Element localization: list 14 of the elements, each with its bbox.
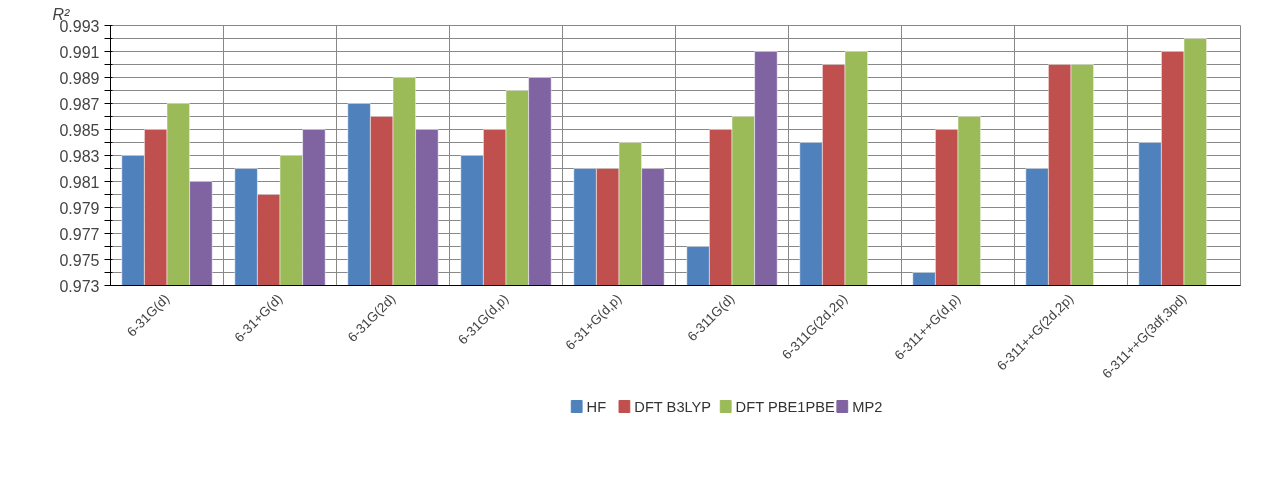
y-tick-label: 0.977 [59,225,100,243]
legend-label: HF [586,398,607,415]
y-tick-label: 0.979 [59,199,100,217]
legend-label: DFT PBE1PBE [735,398,835,415]
y-tick-label: 0.981 [59,173,100,191]
legend-label: MP2 [852,398,883,415]
y-tick-label: 0.991 [59,43,100,61]
y-tick-label: 0.985 [59,121,100,139]
y-tick-label: 0.987 [59,95,100,113]
y-tick-label: 0.973 [59,277,100,295]
legend-label: DFT B3LYP [634,398,712,415]
y-tick-label: 0.989 [59,69,100,87]
y-tick-label: 0.975 [59,251,100,269]
y-tick-label: 0.983 [59,147,100,165]
